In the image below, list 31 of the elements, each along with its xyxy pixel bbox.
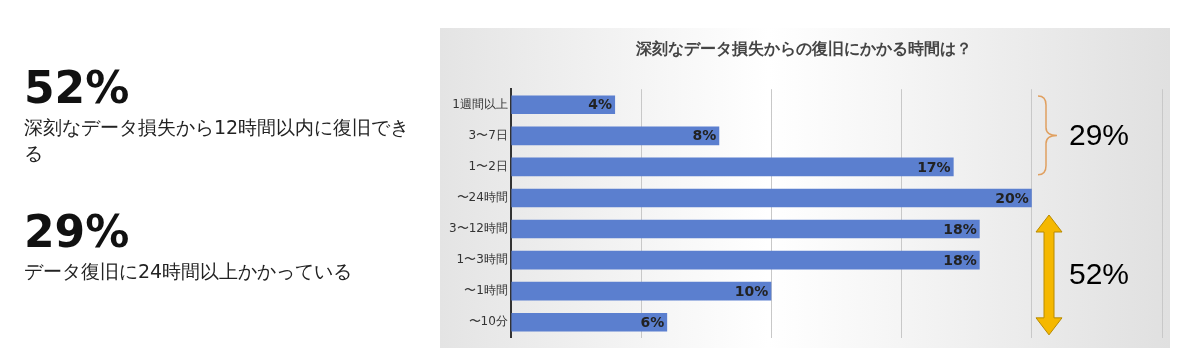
y-tick-label: 〜1時間 (464, 283, 508, 298)
y-tick-label: 3〜12時間 (449, 221, 508, 236)
y-tick-label: 1〜2日 (468, 159, 508, 174)
y-tick-label: 〜24時間 (456, 190, 508, 205)
text: 52% (24, 62, 131, 114)
bar (511, 126, 720, 146)
y-tick-label: 〜10分 (468, 314, 508, 329)
data-label: 17% (917, 158, 951, 175)
text: 深刻なデータ損失から12時間以内に復旧できる (24, 115, 411, 166)
bar (511, 219, 980, 239)
bar (511, 281, 772, 301)
data-label: 18% (943, 251, 977, 268)
text: データ復旧に24時間以上かかっている (24, 259, 354, 284)
chart-title: 深刻なデータ損失からの復旧にかかる時間は？ (635, 38, 972, 58)
bar (511, 250, 980, 270)
y-tick-label: 1週間以上 (452, 96, 508, 111)
text: 29% (24, 206, 131, 258)
data-label: 20% (995, 189, 1029, 206)
bar (511, 157, 954, 177)
bar (511, 188, 1032, 208)
y-tick-label: 1〜3時間 (456, 252, 508, 267)
data-label: 4% (588, 96, 613, 113)
data-label: 18% (943, 220, 977, 237)
data-label: 8% (692, 127, 717, 144)
annotation: 52% (1069, 256, 1130, 291)
bar (511, 95, 616, 115)
y-tick-label: 3〜7日 (468, 127, 508, 142)
data-label: 10% (734, 282, 769, 299)
annotation: 29% (1069, 117, 1130, 152)
data-label: 6% (640, 313, 665, 330)
bar (511, 312, 668, 332)
